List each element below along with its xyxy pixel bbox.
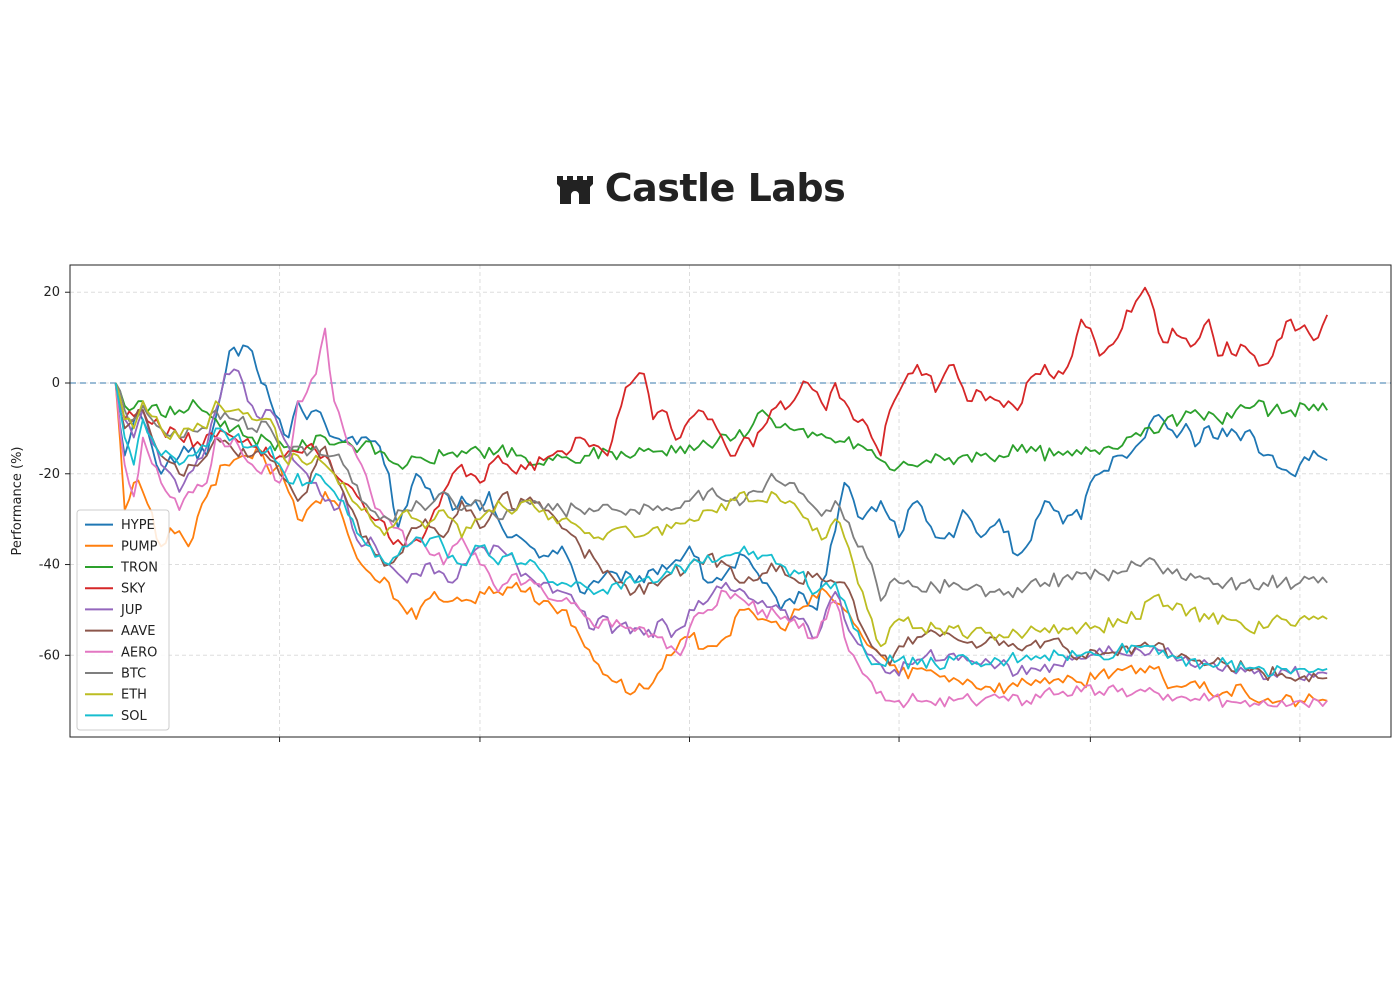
legend-label-sky: SKY bbox=[121, 582, 145, 597]
y-tick-label-0: 20 bbox=[43, 285, 60, 300]
chart-legend: HYPE PUMP TRON SKY JUP AAVE AERO BTC ETH SOL bbox=[76, 509, 170, 731]
legend-box bbox=[76, 509, 170, 731]
legend-label-eth: ETH bbox=[121, 688, 147, 703]
y-axis-label: Performance (%) bbox=[10, 446, 25, 555]
legend-label-tron: TRON bbox=[120, 561, 158, 576]
series-line-btc bbox=[114, 382, 1328, 602]
series-line-jup bbox=[114, 368, 1328, 682]
legend-label-btc: BTC bbox=[121, 667, 146, 682]
y-tick-label-1: 0 bbox=[52, 376, 60, 391]
legend-label-hype: HYPE bbox=[121, 518, 155, 533]
brand-header: Castle Labs bbox=[0, 160, 1400, 216]
chart-series bbox=[114, 286, 1329, 709]
y-tick-label-2: -20 bbox=[39, 467, 60, 482]
series-line-aave bbox=[114, 382, 1328, 683]
series-line-tron bbox=[114, 382, 1328, 472]
y-tick-label-3: -40 bbox=[39, 558, 60, 573]
x-axis-ticks bbox=[279, 737, 1301, 742]
y-axis-ticks: 20 0 -20 -40 -60 bbox=[39, 285, 70, 663]
series-line-sol bbox=[114, 382, 1328, 678]
series-line-hype bbox=[114, 344, 1328, 611]
legend-label-jup: JUP bbox=[120, 603, 142, 618]
plot-frame bbox=[69, 264, 1392, 738]
y-tick-label-4: -60 bbox=[39, 648, 60, 663]
legend-label-sol: SOL bbox=[121, 709, 147, 724]
brand-name: Castle Labs bbox=[604, 166, 846, 210]
series-line-aero bbox=[114, 327, 1328, 709]
series-line-eth bbox=[114, 382, 1328, 648]
series-line-sky bbox=[114, 286, 1329, 548]
legend-label-aero: AERO bbox=[121, 645, 157, 660]
legend-label-aave: AAVE bbox=[121, 624, 155, 639]
series-line-pump bbox=[114, 382, 1328, 708]
castle-icon bbox=[556, 176, 593, 204]
legend-label-pump: PUMP bbox=[121, 539, 158, 554]
